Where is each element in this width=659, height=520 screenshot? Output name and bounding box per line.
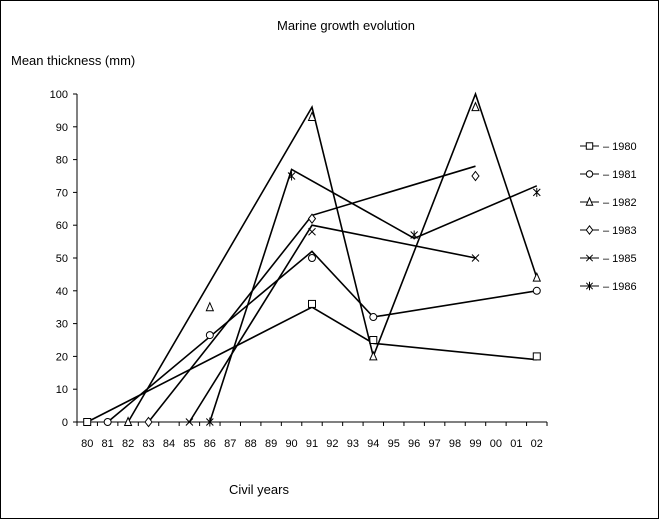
x-tick-label: 87 — [224, 438, 236, 450]
marker-asterisk — [410, 230, 419, 240]
marker-x — [585, 254, 594, 262]
x-tick-label: 89 — [265, 438, 277, 450]
marker-x — [185, 418, 194, 426]
marker-x — [471, 254, 480, 262]
legend-item-1982: – 1982 — [580, 196, 637, 209]
y-axis-title: Mean thickness (mm) — [11, 53, 135, 68]
chart-title: Marine growth evolution — [277, 18, 415, 33]
marker-triangle — [369, 350, 378, 361]
series-1982 — [123, 91, 542, 426]
x-tick-label: 91 — [306, 438, 318, 450]
y-tick-label: 70 — [56, 187, 68, 199]
y-tick-label: 90 — [56, 122, 68, 134]
y-tick-label: 30 — [56, 319, 68, 331]
marker-triangle — [307, 111, 317, 121]
x-tick-label: 86 — [204, 438, 216, 450]
y-tick-label: 10 — [56, 384, 68, 396]
x-tick-label: 84 — [163, 438, 175, 450]
x-tick-label: 88 — [245, 438, 257, 450]
series-1983 — [144, 165, 480, 428]
marker-diamond — [144, 416, 153, 428]
legend-item-1980: – 1980 — [580, 141, 637, 153]
x-tick-label: 95 — [388, 438, 400, 450]
series-line-1981 — [107, 250, 537, 423]
x-tick-label: 83 — [142, 438, 154, 450]
marker-diamond — [585, 224, 594, 236]
series-1980 — [83, 299, 541, 426]
x-tick-label: 93 — [347, 438, 359, 450]
x-tick-label: 90 — [285, 438, 297, 450]
y-tick-label: 40 — [56, 286, 68, 298]
x-tick-label: 94 — [367, 438, 379, 450]
y-tick-label: 80 — [56, 155, 68, 167]
x-tick-label: 80 — [81, 438, 93, 450]
marker-triangle — [123, 416, 133, 426]
x-tick-label: 82 — [122, 438, 134, 450]
legend-label: – 1981 — [603, 169, 637, 181]
marker-square — [532, 352, 541, 361]
y-tick-label: 100 — [50, 89, 68, 101]
marker-asterisk — [585, 281, 594, 291]
legend-item-1983: – 1983 — [580, 224, 637, 237]
marker-x — [308, 227, 316, 236]
marker-triangle — [532, 271, 542, 282]
legend-item-1986: – 1986 — [580, 281, 637, 293]
marker-circle — [585, 170, 594, 178]
y-tick-label: 60 — [56, 220, 68, 232]
marker-circle — [532, 286, 541, 295]
y-tick-label: 50 — [56, 253, 68, 265]
marker-square — [308, 299, 316, 308]
marker-circle — [308, 254, 316, 262]
marker-circle — [205, 331, 214, 340]
marker-square — [369, 336, 378, 344]
marker-diamond — [307, 213, 317, 224]
marker-square — [83, 418, 92, 426]
marker-asterisk — [287, 171, 296, 181]
series-1985 — [185, 224, 480, 426]
marker-triangle — [205, 301, 215, 312]
series-1981 — [103, 250, 541, 426]
marker-circle — [103, 418, 112, 426]
x-axis-title: Civil years — [229, 482, 289, 497]
x-tick-label: 01 — [510, 438, 522, 450]
legend-item-1981: – 1981 — [580, 169, 637, 181]
legend: – 1980 – 1981 – 1982 – 1983 – 1985 – 1986 — [580, 141, 637, 293]
marker-triangle — [585, 196, 594, 206]
marker-asterisk — [205, 417, 214, 427]
x-tick-label: 97 — [428, 438, 440, 450]
marker-triangle — [471, 101, 480, 112]
x-tick-label: 85 — [183, 438, 195, 450]
x-tick-label: 98 — [449, 438, 461, 450]
series-line-1986 — [209, 168, 538, 423]
series-1986 — [205, 168, 541, 427]
series-line-1980 — [86, 306, 537, 423]
legend-label: – 1983 — [603, 225, 637, 237]
marker-asterisk — [532, 187, 541, 197]
y-tick-label: 20 — [56, 351, 68, 363]
series-line-1983 — [147, 165, 476, 423]
marker-diamond — [471, 170, 480, 182]
series-group — [83, 91, 542, 428]
series-line-1985 — [188, 224, 476, 423]
legend-label: – 1982 — [603, 197, 637, 209]
x-tick-label: 96 — [408, 438, 420, 450]
marker-circle — [369, 313, 378, 322]
y-tick-label: 0 — [62, 417, 68, 429]
x-tick-label: 99 — [469, 438, 481, 450]
legend-item-1985: – 1985 — [580, 253, 637, 265]
legend-label: – 1985 — [603, 253, 637, 265]
legend-label: – 1980 — [603, 141, 637, 153]
x-tick-label: 92 — [326, 438, 338, 450]
x-tick-label: 81 — [102, 438, 114, 450]
x-tick-label: 00 — [490, 438, 502, 450]
x-tick-label: 02 — [531, 438, 543, 450]
marker-square — [585, 142, 594, 150]
legend-label: – 1986 — [603, 281, 637, 293]
